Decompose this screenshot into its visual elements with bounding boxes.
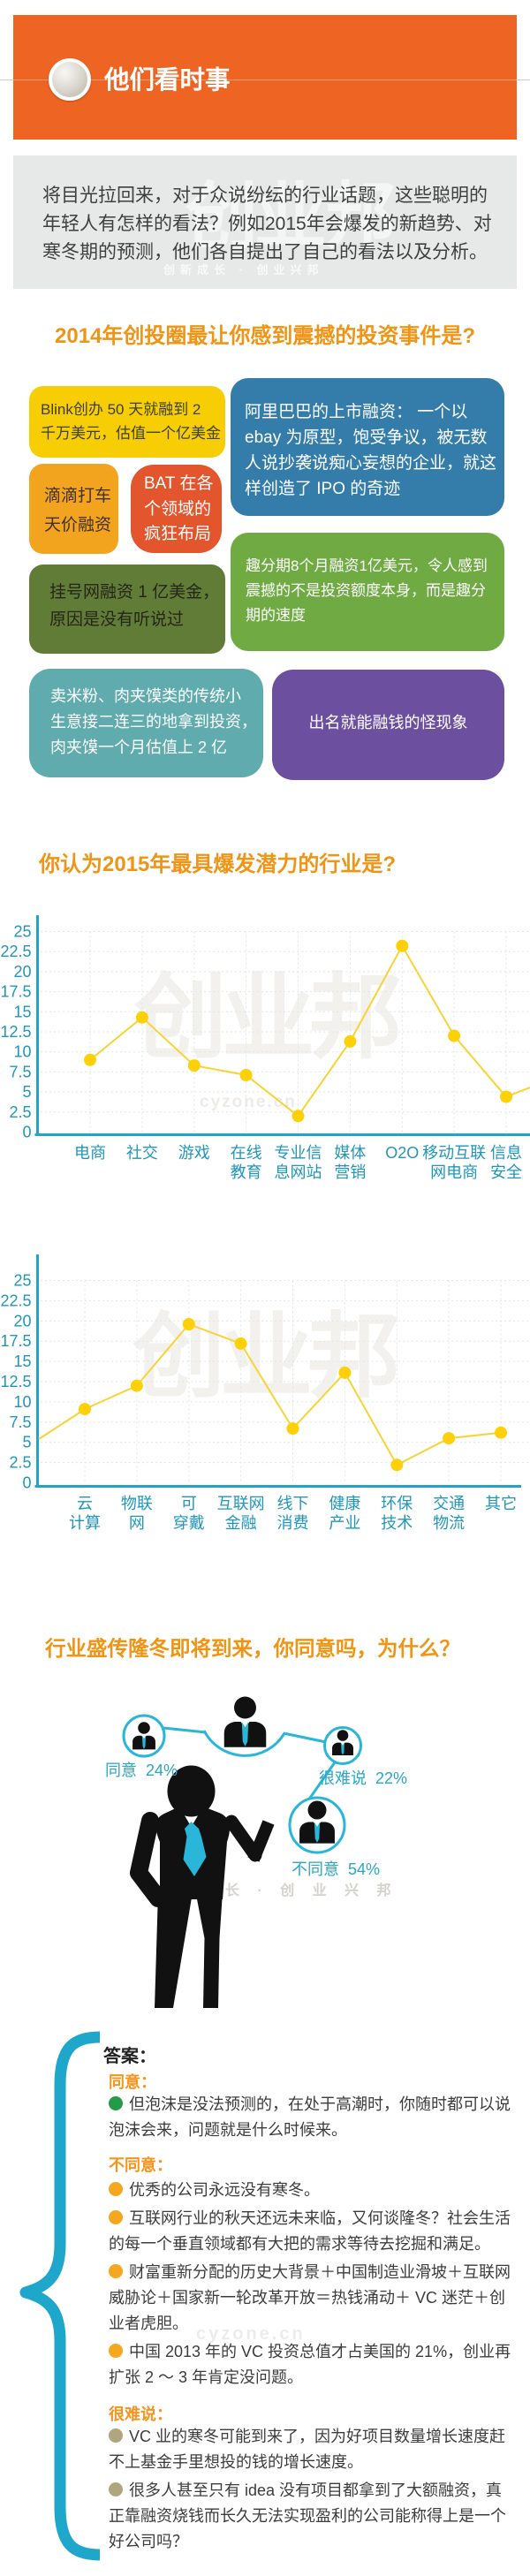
svg-text:17.5: 17.5	[0, 1332, 31, 1350]
svg-text:25: 25	[13, 923, 31, 941]
svg-text:穿戴: 穿戴	[173, 1514, 205, 1532]
svg-text:17.5: 17.5	[0, 983, 31, 1001]
svg-text:7.5: 7.5	[9, 1063, 31, 1080]
svg-text:在线: 在线	[231, 1144, 262, 1162]
svg-text:5: 5	[22, 1083, 31, 1101]
svg-text:云: 云	[77, 1495, 93, 1512]
svg-text:健康: 健康	[329, 1495, 360, 1512]
svg-text:电商: 电商	[74, 1144, 106, 1162]
svg-text:专业信: 专业信	[275, 1144, 322, 1162]
svg-text:网: 网	[129, 1514, 145, 1532]
svg-text:12.5: 12.5	[0, 1373, 31, 1390]
svg-text:媒体: 媒体	[334, 1144, 366, 1162]
svg-text:O2O: O2O	[385, 1144, 419, 1162]
svg-text:产业: 产业	[329, 1514, 360, 1532]
svg-text:12.5: 12.5	[0, 1023, 31, 1041]
svg-text:线下: 线下	[277, 1495, 309, 1512]
svg-text:金融: 金融	[225, 1514, 257, 1532]
svg-text:计算: 计算	[69, 1514, 101, 1532]
svg-text:交通: 交通	[433, 1495, 465, 1512]
svg-text:15: 15	[13, 1352, 31, 1370]
svg-text:10: 10	[13, 1393, 31, 1411]
svg-text:10: 10	[13, 1043, 31, 1061]
svg-text:2.5: 2.5	[9, 1103, 31, 1121]
svg-text:信息: 信息	[490, 1144, 522, 1162]
svg-text:安全: 安全	[490, 1163, 522, 1181]
svg-text:环保: 环保	[381, 1495, 413, 1512]
svg-text:7.5: 7.5	[9, 1413, 31, 1431]
svg-text:0: 0	[22, 1124, 31, 1141]
svg-text:教育: 教育	[231, 1163, 262, 1181]
svg-text:20: 20	[13, 963, 31, 981]
svg-text:社交: 社交	[126, 1144, 158, 1162]
svg-text:物流: 物流	[433, 1514, 465, 1532]
svg-text:移动互联: 移动互联	[422, 1144, 486, 1162]
svg-text:22.5: 22.5	[0, 1292, 31, 1309]
svg-text:25: 25	[13, 1272, 31, 1290]
svg-text:营销: 营销	[334, 1163, 366, 1181]
svg-text:游戏: 游戏	[178, 1144, 210, 1162]
svg-text:息网站: 息网站	[275, 1163, 322, 1181]
svg-text:可: 可	[181, 1495, 197, 1512]
svg-text:15: 15	[13, 1003, 31, 1020]
svg-text:5: 5	[22, 1434, 31, 1451]
svg-text:消费: 消费	[277, 1514, 309, 1532]
svg-text:20: 20	[13, 1312, 31, 1330]
svg-text:物联: 物联	[121, 1495, 153, 1512]
svg-text:其它: 其它	[485, 1495, 517, 1512]
svg-text:22.5: 22.5	[0, 943, 31, 960]
svg-text:技术: 技术	[381, 1514, 413, 1532]
svg-text:2.5: 2.5	[9, 1454, 31, 1472]
svg-text:网电商: 网电商	[430, 1163, 478, 1181]
svg-text:0: 0	[22, 1474, 31, 1492]
svg-text:互联网: 互联网	[217, 1495, 265, 1512]
